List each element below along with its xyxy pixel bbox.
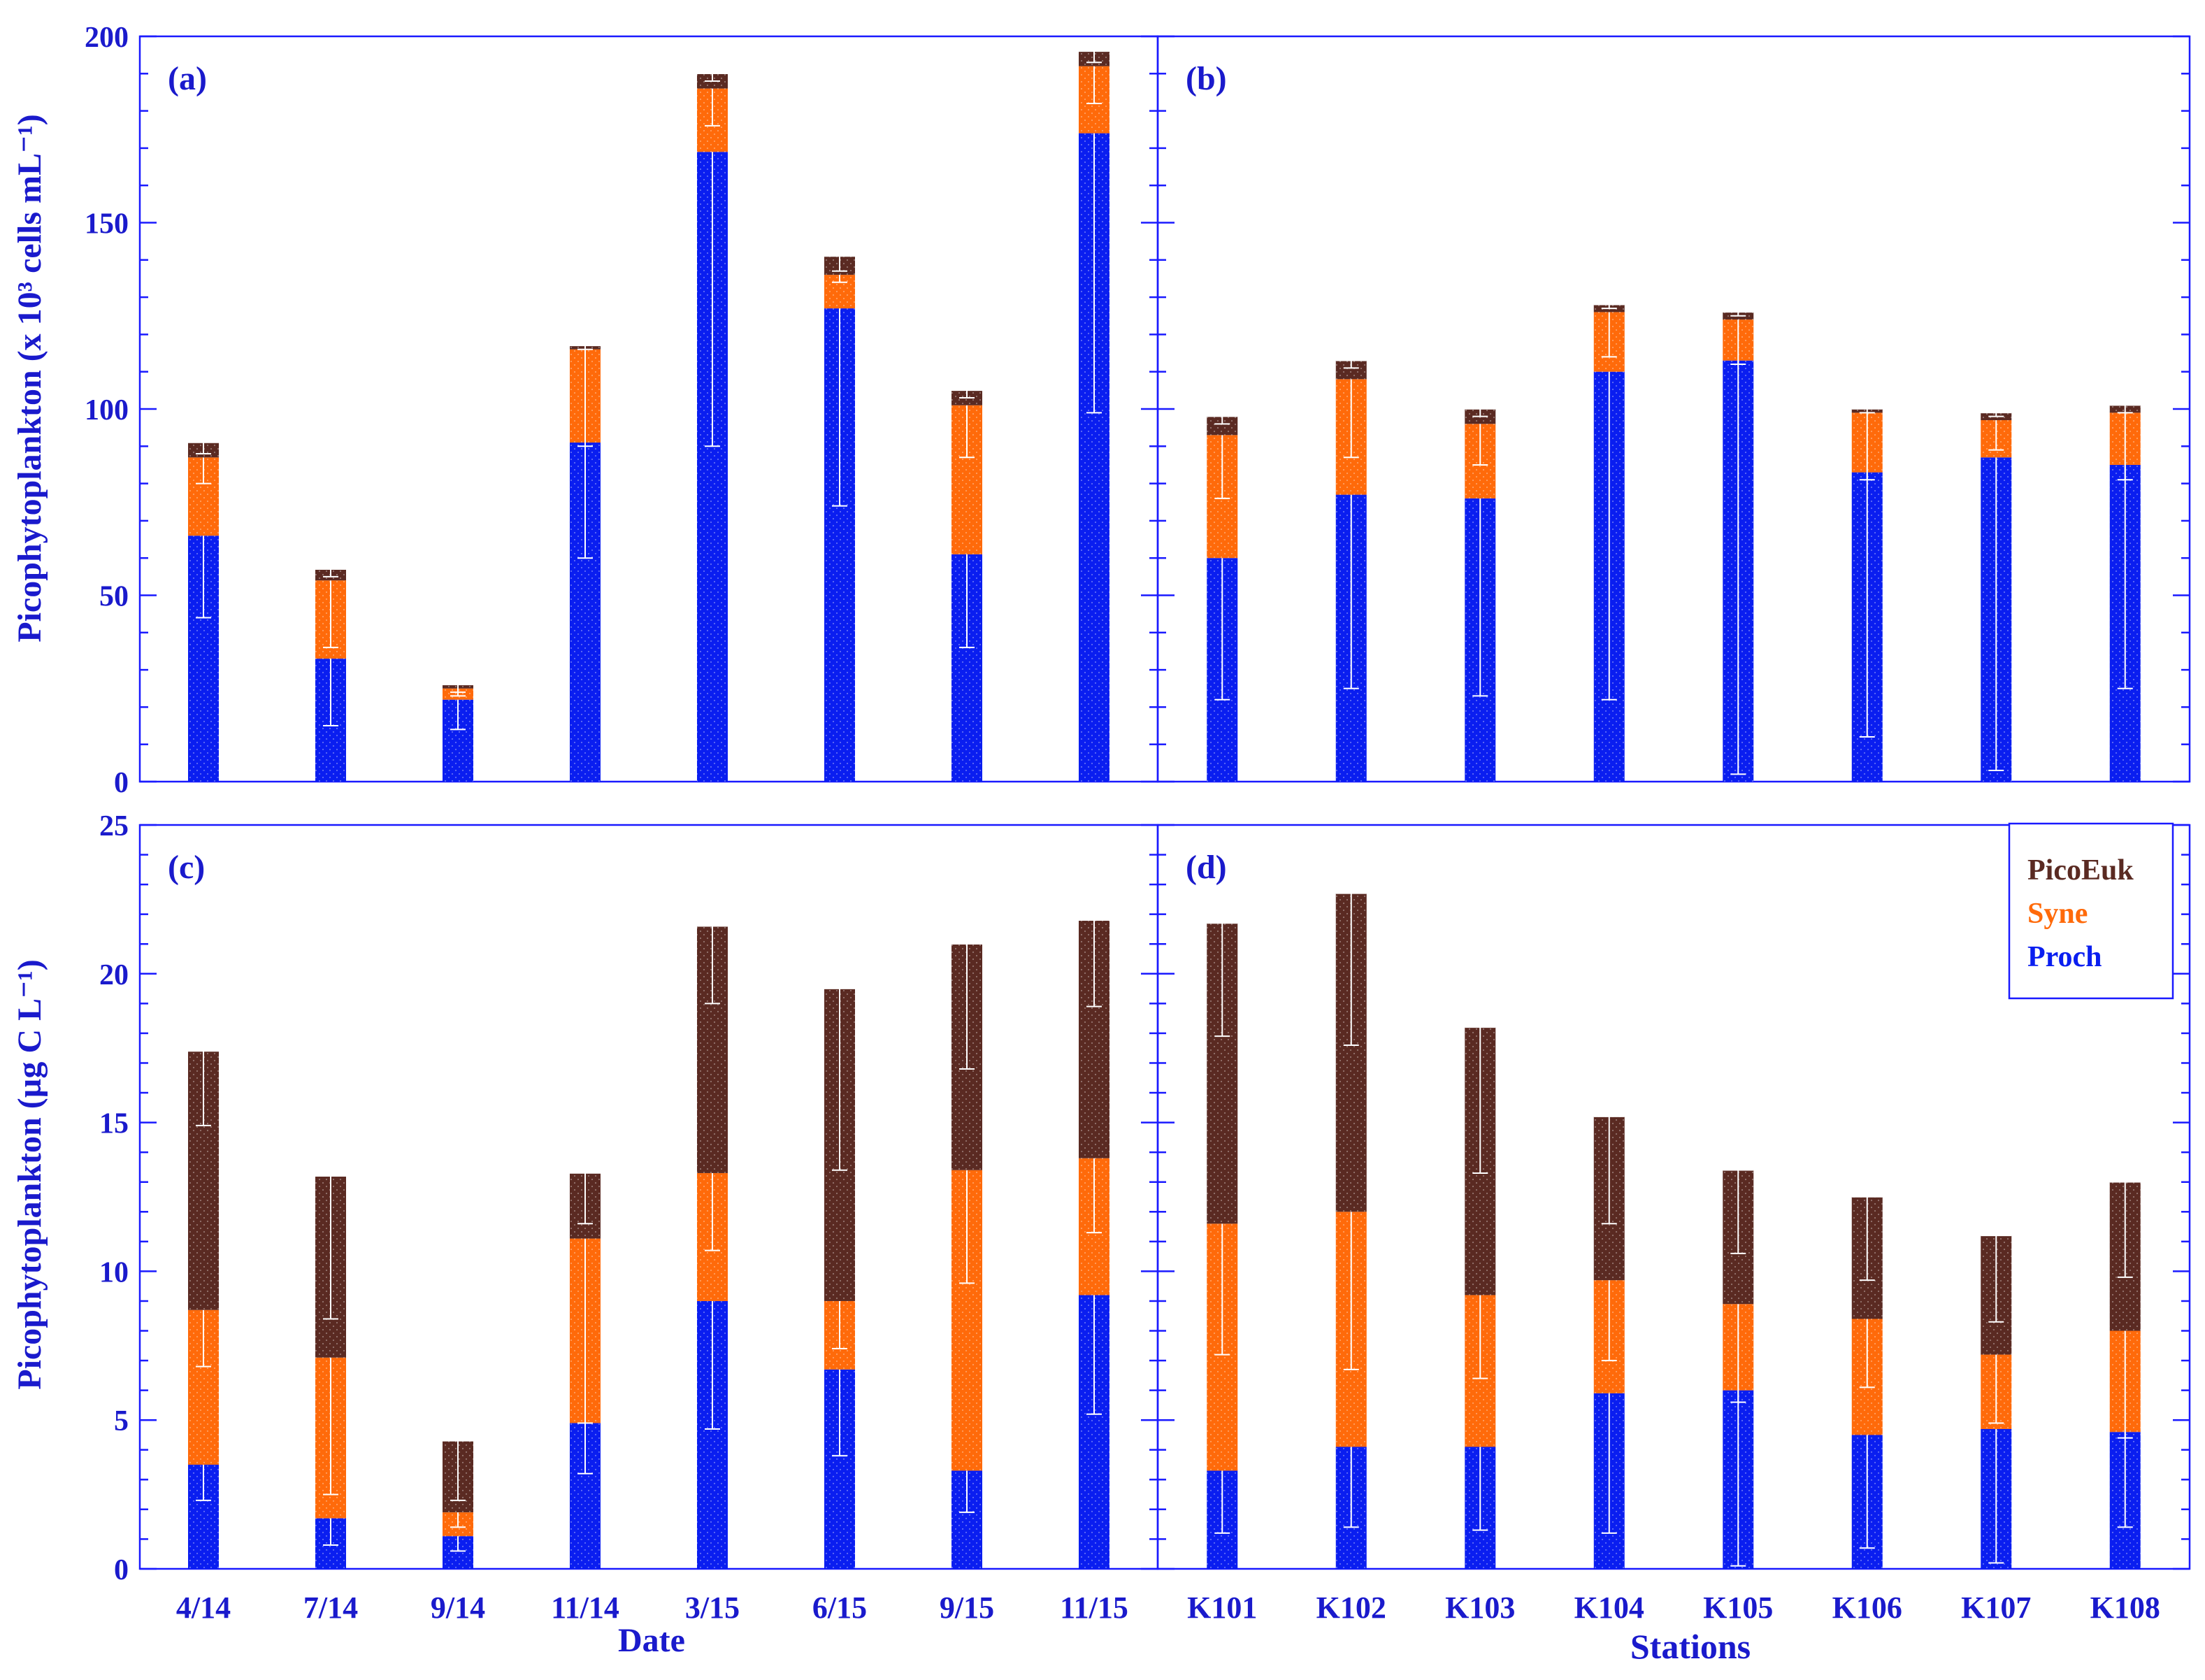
panel-label: (b)	[1186, 60, 1227, 97]
panel-a-chart: 0 50 100 150 200 (a)	[85, 22, 1159, 799]
panel-c-ylabel: Picophytoplankton (µg C L⁻¹)	[11, 959, 48, 1389]
x-tick-label: 3/15	[685, 1591, 740, 1625]
x-tick-label: 6/15	[812, 1591, 867, 1625]
panel-a-ylabel: Picophytoplankton (x 10³ cells mL⁻¹)	[11, 114, 48, 642]
x-tick-label: 9/15	[940, 1591, 994, 1625]
x-tick-label: K107	[1961, 1591, 2031, 1625]
x-tick-label: 7/14	[303, 1591, 358, 1625]
y-tick-label: 50	[99, 581, 129, 613]
panel-d-chart: K101 K102 K103 K104 K105 K106 K107 K108 (d)	[1156, 824, 2191, 1625]
x-tick-label: 4/14	[176, 1591, 231, 1625]
panel-label: (c)	[168, 849, 205, 886]
legend-box	[2008, 822, 2174, 1000]
panel-b-chart: (b)	[1156, 35, 2191, 783]
plot-frame	[138, 35, 1159, 783]
y-tick-label: 5	[114, 1405, 129, 1437]
plot-frame	[1156, 824, 2191, 1570]
legend-label-picoeuk: PicoEuk	[2027, 854, 2134, 886]
x-tick-label: K108	[2090, 1591, 2160, 1625]
legend: PicoEuk Syne Proch	[2008, 822, 2174, 1000]
y-tick-label: 0	[114, 767, 129, 799]
plot-frame	[138, 824, 1159, 1570]
plot-frame	[1156, 35, 2191, 783]
panel-c-xlabel: Date	[618, 1622, 685, 1659]
panel-label: (d)	[1186, 849, 1227, 886]
panel-d-xlabel: Stations	[1630, 1627, 1751, 1666]
x-tick-label: K102	[1316, 1591, 1386, 1625]
x-tick-label: K104	[1574, 1591, 1644, 1625]
x-tick-label: K106	[1832, 1591, 1902, 1625]
y-tick-label: 100	[85, 394, 129, 426]
legend-label-proch: Proch	[2027, 941, 2102, 973]
x-tick-label: K101	[1187, 1591, 1257, 1625]
y-tick-label: 150	[85, 208, 129, 240]
x-tick-label: 9/14	[431, 1591, 485, 1625]
y-tick-label: 200	[85, 22, 129, 54]
legend-label-syne: Syne	[2027, 898, 2088, 930]
y-tick-label: 20	[99, 959, 129, 991]
x-tick-label: 11/15	[1060, 1591, 1128, 1625]
panel-c-chart: 0 5 10 15 20 25 4/14 7/14 9/14 11/14 3/15 6/15 9/15 1…	[99, 810, 1159, 1625]
panel-label: (a)	[168, 60, 207, 97]
x-tick-label: 11/14	[551, 1591, 619, 1625]
y-tick-label: 0	[114, 1554, 129, 1586]
y-tick-label: 15	[99, 1108, 129, 1140]
y-tick-label: 10	[99, 1256, 129, 1288]
x-tick-label: K105	[1703, 1591, 1773, 1625]
x-tick-label: K103	[1445, 1591, 1515, 1625]
y-tick-label: 25	[99, 810, 129, 842]
